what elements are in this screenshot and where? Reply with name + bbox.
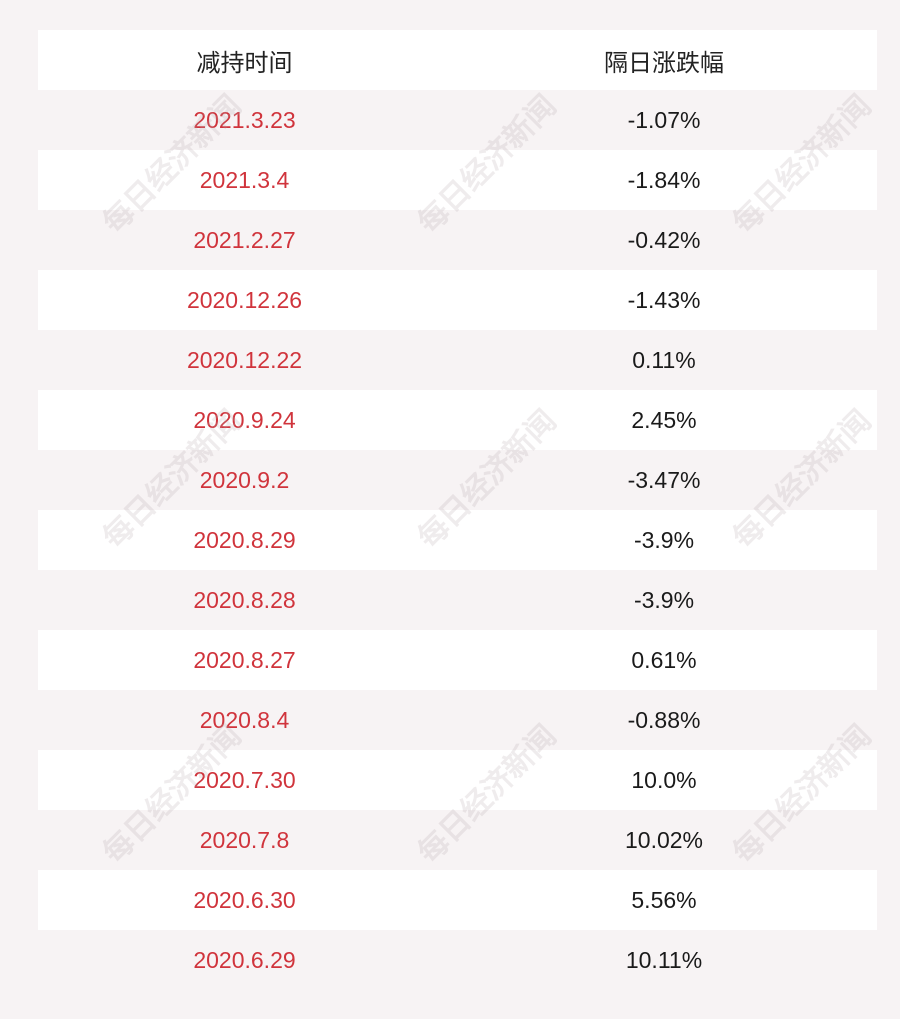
change-cell: 10.0% — [631, 766, 697, 793]
change-cell: -0.42% — [627, 226, 701, 253]
table-row: 2020.8.29 -3.9% — [38, 510, 877, 570]
table-row: 2020.9.24 2.45% — [38, 390, 877, 450]
date-cell: 2020.8.28 — [193, 586, 296, 613]
date-cell: 2020.9.24 — [193, 406, 296, 433]
header-cell: 减持时间 — [196, 49, 293, 77]
date-cell: 2020.8.27 — [193, 646, 296, 673]
table-row: 2020.12.26 -1.43% — [38, 270, 877, 330]
table-row: 2020.8.4 -0.88% — [38, 690, 877, 750]
date-cell: 2020.8.4 — [199, 706, 290, 733]
table-row: 2020.7.30 10.0% — [38, 750, 877, 810]
table-row: 2020.9.2 -3.47% — [38, 450, 877, 510]
date-cell: 2020.12.26 — [186, 286, 303, 313]
date-cell: 2020.7.30 — [193, 766, 296, 793]
header-row: 减持时间 隔日涨跌幅 — [38, 30, 877, 90]
change-cell: -0.88% — [627, 706, 701, 733]
change-cell: 10.02% — [624, 826, 703, 853]
table-row: 2021.2.27 -0.42% — [38, 210, 877, 270]
table-row: 2020.6.29 10.11% — [38, 930, 877, 990]
date-cell: 2021.2.27 — [193, 226, 296, 253]
date-cell: 2020.8.29 — [193, 526, 296, 553]
date-cell: 2021.3.23 — [193, 106, 296, 133]
header-cell: 隔日涨跌幅 — [604, 49, 724, 77]
date-cell: 2020.12.22 — [186, 346, 303, 373]
change-cell: -3.9% — [633, 586, 695, 613]
table-row: 2020.7.8 10.02% — [38, 810, 877, 870]
date-cell: 2020.7.8 — [199, 826, 290, 853]
table-row: 2020.6.30 5.56% — [38, 870, 877, 930]
table-row: 2020.8.27 0.61% — [38, 630, 877, 690]
change-cell: 10.11% — [625, 946, 703, 973]
change-cell: 0.11% — [632, 346, 696, 373]
table: 减持时间 隔日涨跌幅 2021.3.23 -1.07% 2021.3.4 -1.84% 20… — [38, 30, 877, 990]
change-cell: -1.43% — [627, 286, 701, 313]
date-cell: 2020.6.29 — [193, 946, 296, 973]
date-cell: 2020.9.2 — [199, 466, 290, 493]
table-row: 2020.12.22 0.11% — [38, 330, 877, 390]
date-cell: 2021.3.4 — [199, 166, 290, 193]
change-cell: 2.45% — [631, 406, 697, 433]
change-cell: -3.9% — [633, 526, 695, 553]
date-cell: 2020.6.30 — [193, 886, 296, 913]
change-cell: -3.47% — [627, 466, 701, 493]
table-row: 2021.3.4 -1.84% — [38, 150, 877, 210]
change-cell: -1.84% — [627, 166, 701, 193]
table-row: 2021.3.23 -1.07% — [38, 90, 877, 150]
table-row: 2020.8.28 -3.9% — [38, 570, 877, 630]
change-cell: 5.56% — [631, 886, 697, 913]
change-cell: -1.07% — [627, 106, 701, 133]
change-cell: 0.61% — [631, 646, 697, 673]
